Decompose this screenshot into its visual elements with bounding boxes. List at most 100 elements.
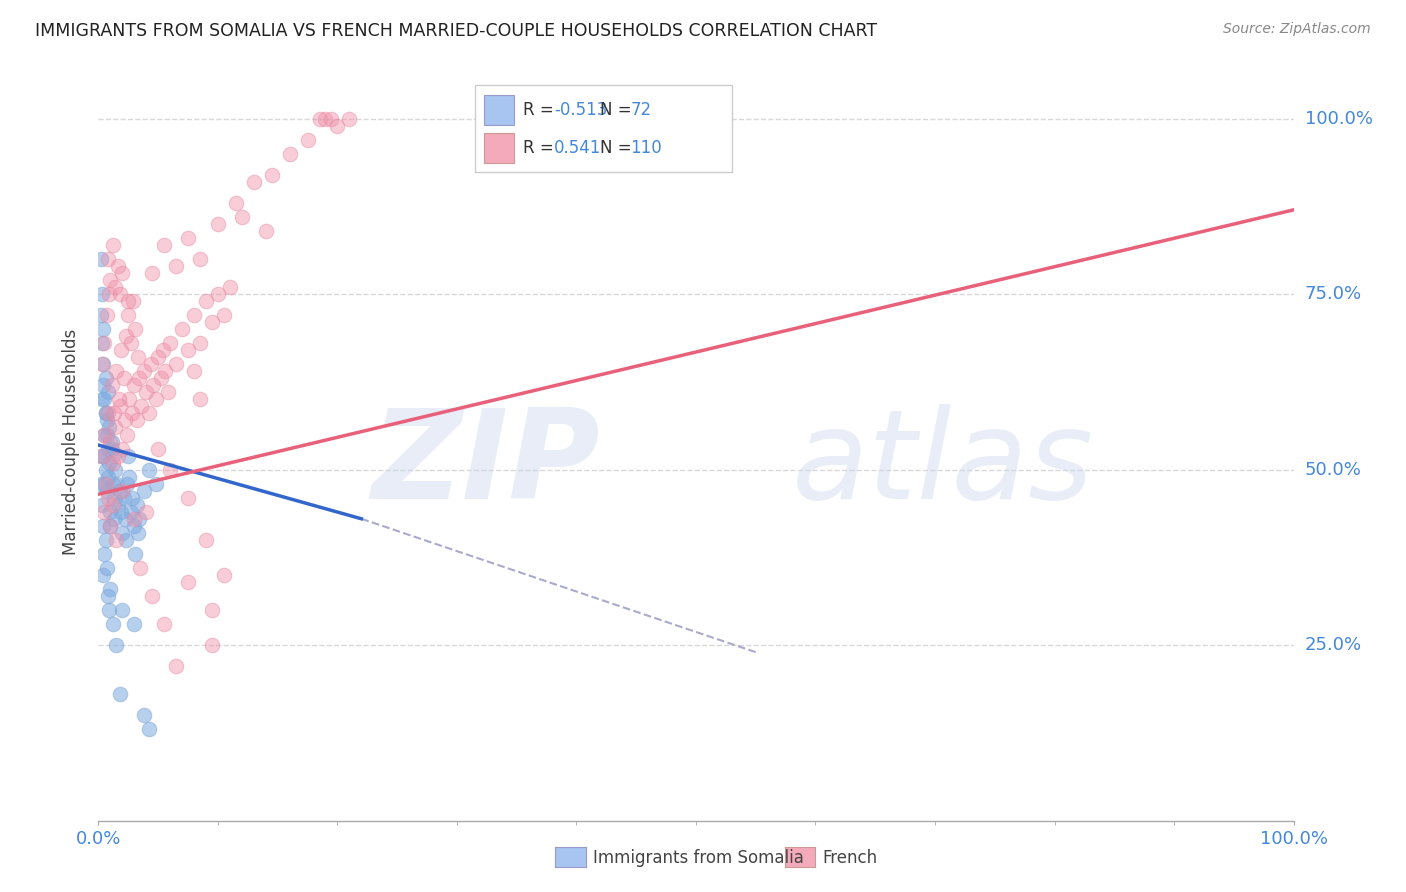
Text: 50.0%: 50.0% — [1305, 460, 1361, 479]
Point — [132, 364, 155, 378]
Text: 0.541: 0.541 — [554, 139, 602, 157]
Point — [121, 491, 143, 505]
Y-axis label: Married-couple Households: Married-couple Households — [62, 328, 80, 555]
Point — [98, 582, 122, 596]
Point — [93, 505, 115, 519]
Bar — [485, 95, 515, 126]
Point — [132, 708, 155, 723]
Point — [98, 505, 122, 519]
Point — [93, 547, 115, 561]
Point — [91, 287, 114, 301]
Point — [101, 617, 124, 632]
Text: R =: R = — [523, 101, 558, 120]
Point — [107, 449, 129, 463]
Point — [98, 434, 122, 449]
Point — [93, 392, 115, 407]
Point — [115, 533, 138, 547]
Point — [108, 287, 131, 301]
Point — [91, 449, 114, 463]
Point — [93, 427, 115, 442]
Point — [114, 413, 136, 427]
Text: ZIP: ZIP — [371, 404, 600, 524]
Point — [201, 315, 224, 329]
Point — [97, 491, 120, 505]
Point — [111, 266, 134, 280]
Point — [339, 112, 361, 126]
Point — [165, 259, 187, 273]
Point — [96, 308, 118, 322]
Point — [155, 364, 177, 378]
Point — [117, 449, 139, 463]
Point — [91, 378, 114, 392]
Point — [195, 294, 218, 309]
Point — [98, 287, 121, 301]
Point — [278, 146, 301, 161]
Point — [207, 287, 229, 301]
Point — [105, 476, 128, 491]
Point — [254, 224, 277, 238]
Point — [91, 357, 114, 371]
Text: 75.0%: 75.0% — [1305, 285, 1362, 303]
Bar — [485, 133, 515, 163]
Point — [128, 371, 150, 385]
Point — [135, 505, 157, 519]
Point — [103, 491, 125, 505]
Point — [108, 400, 131, 414]
Point — [128, 512, 150, 526]
Text: 25.0%: 25.0% — [1305, 636, 1362, 654]
Point — [107, 498, 129, 512]
Point — [219, 280, 242, 294]
Point — [142, 378, 165, 392]
Point — [183, 308, 205, 322]
Point — [98, 273, 122, 287]
Point — [149, 371, 172, 385]
Point — [108, 483, 131, 498]
Point — [97, 469, 120, 483]
Text: -0.513: -0.513 — [554, 101, 607, 120]
Point — [183, 364, 205, 378]
Point — [93, 336, 115, 351]
Point — [98, 518, 122, 533]
Point — [101, 498, 124, 512]
Point — [94, 407, 117, 421]
Point — [188, 252, 211, 266]
Point — [96, 427, 118, 442]
Point — [124, 512, 146, 526]
Point — [122, 294, 145, 309]
Point — [90, 476, 112, 491]
Point — [201, 638, 224, 652]
Point — [195, 533, 218, 547]
Point — [107, 259, 129, 273]
Point — [94, 371, 117, 385]
Point — [97, 252, 120, 266]
Point — [207, 217, 229, 231]
Point — [101, 456, 124, 470]
Point — [100, 434, 122, 449]
Point — [138, 407, 160, 421]
Point — [297, 133, 319, 147]
Point — [112, 491, 135, 505]
Text: 100.0%: 100.0% — [1305, 110, 1372, 128]
Point — [90, 252, 112, 266]
Point — [97, 407, 120, 421]
Point — [101, 449, 124, 463]
Point — [111, 525, 134, 540]
Point — [124, 378, 146, 392]
Point — [100, 378, 122, 392]
Point — [111, 603, 134, 617]
Point — [93, 427, 115, 442]
Point — [120, 505, 142, 519]
Point — [124, 518, 146, 533]
Point — [132, 483, 155, 498]
Point — [188, 392, 211, 407]
Point — [97, 385, 120, 400]
Text: 72: 72 — [630, 101, 651, 120]
Point — [91, 498, 114, 512]
Point — [177, 574, 200, 589]
Point — [212, 568, 235, 582]
Text: Immigrants from Somalia: Immigrants from Somalia — [593, 849, 804, 867]
Point — [177, 343, 200, 358]
Point — [91, 336, 114, 351]
Point — [104, 462, 127, 476]
Point — [124, 547, 146, 561]
